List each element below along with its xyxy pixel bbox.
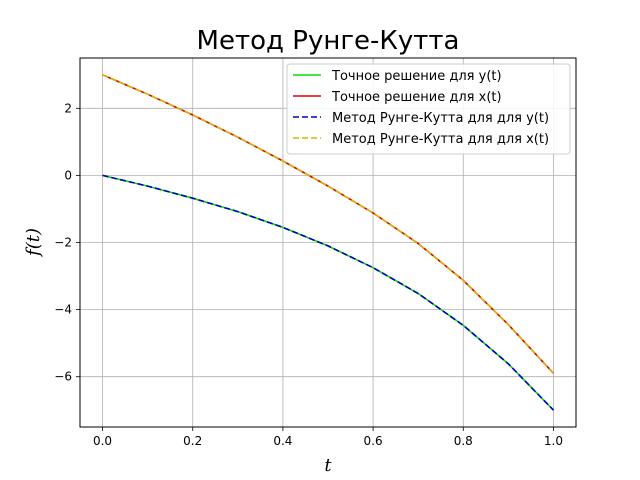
x-axis-label: t [324, 455, 332, 476]
series-lines [102, 74, 555, 411]
x-tick-label: 0.8 [454, 434, 473, 448]
legend: Точное решение для y(t) Точное решение дл… [286, 63, 571, 155]
legend-box [286, 63, 571, 155]
legend-label: Метод Рунге-Кутта для для y(t) [332, 111, 549, 126]
legend-label: Точное решение для x(t) [331, 90, 502, 105]
x-ticks: 0.0 0.2 0.4 0.6 0.8 1.0 [93, 427, 563, 448]
chart-title: Метод Рунге-Кутта [197, 26, 460, 56]
x-tick-label: 0.6 [364, 434, 383, 448]
series-line-4 [102, 74, 555, 374]
x-tick-label: 0.0 [93, 434, 112, 448]
y-axis-label: f(t) [23, 228, 44, 258]
y-tick-label: 2 [64, 101, 72, 115]
y-tick-label: −4 [54, 303, 72, 317]
x-tick-label: 0.4 [273, 434, 292, 448]
y-tick-label: −2 [54, 236, 72, 250]
series-line-3 [102, 174, 555, 411]
y-tick-label: 0 [64, 168, 72, 182]
legend-label: Метод Рунге-Кутта для для x(t) [332, 132, 549, 147]
series-line-1 [102, 174, 555, 411]
x-tick-label: 1.0 [544, 434, 563, 448]
y-tick-label: −6 [54, 370, 72, 384]
x-tick-label: 0.2 [183, 434, 202, 448]
y-ticks: 2 0 −2 −4 −6 [54, 101, 80, 384]
legend-label: Точное решение для y(t) [331, 69, 502, 84]
